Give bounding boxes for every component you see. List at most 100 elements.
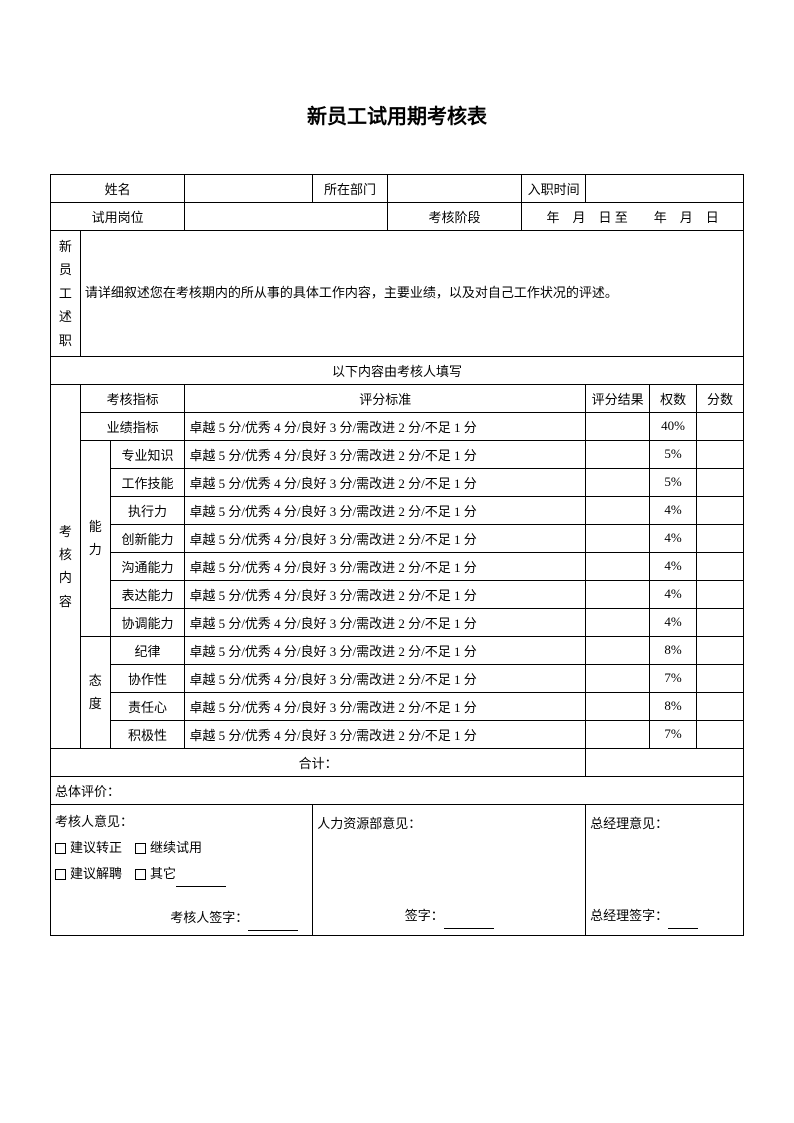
hdr-result: 评分结果 (586, 384, 650, 412)
name-field[interactable] (185, 175, 313, 203)
row-a3-name: 执行力 (110, 496, 185, 524)
row-a2-std: 卓越 5 分/优秀 4 分/良好 3 分/需改进 2 分/不足 1 分 (185, 468, 586, 496)
examiner-sign-label: 考核人签字： (170, 910, 248, 925)
other-line[interactable] (176, 873, 226, 887)
row-a1-weight: 5% (650, 440, 697, 468)
hdr-score: 分数 (697, 384, 744, 412)
row-t2-score[interactable] (697, 664, 744, 692)
row-a7-score[interactable] (697, 608, 744, 636)
checkbox-icon[interactable] (135, 869, 146, 880)
row-perf-std: 卓越 5 分/优秀 4 分/良好 3 分/需改进 2 分/不足 1 分 (185, 412, 586, 440)
hdr-criteria: 评分标准 (185, 384, 586, 412)
checkbox-icon[interactable] (55, 869, 66, 880)
row-a5-score[interactable] (697, 552, 744, 580)
join-field[interactable] (586, 175, 744, 203)
row-a5-result[interactable] (586, 552, 650, 580)
row-t2-result[interactable] (586, 664, 650, 692)
examiner-opinion-label: 考核人意见： (55, 809, 308, 835)
page-title: 新员工试用期考核表 (50, 100, 744, 129)
row-t2-std: 卓越 5 分/优秀 4 分/良好 3 分/需改进 2 分/不足 1 分 (185, 664, 586, 692)
row-t1-std: 卓越 5 分/优秀 4 分/良好 3 分/需改进 2 分/不足 1 分 (185, 636, 586, 664)
ability-side: 能力 (80, 440, 110, 636)
total-label: 合计： (51, 748, 586, 776)
row-a5-weight: 4% (650, 552, 697, 580)
row-t2-name: 协作性 (110, 664, 185, 692)
row-a2-score[interactable] (697, 468, 744, 496)
row-a3-result[interactable] (586, 496, 650, 524)
gm-opinion-label: 总经理意见： (590, 811, 739, 837)
hr-opinion-label: 人力资源部意见： (317, 811, 581, 837)
gm-opinion[interactable]: 总经理意见： 总经理签字： (586, 804, 744, 935)
narrative-side-label: 新员工述职 (59, 239, 72, 348)
row-a6-result[interactable] (586, 580, 650, 608)
row-perf-weight: 40% (650, 412, 697, 440)
row-a7-weight: 4% (650, 608, 697, 636)
opt3: 建议解聘 (70, 866, 122, 881)
row-a7-result[interactable] (586, 608, 650, 636)
row-t2-weight: 7% (650, 664, 697, 692)
content-side: 考核内容 (51, 384, 81, 748)
ability-label: 能力 (89, 519, 102, 557)
row-a4-name: 创新能力 (110, 524, 185, 552)
hr-sign-label: 签字： (405, 908, 444, 923)
row-a6-score[interactable] (697, 580, 744, 608)
dept-field[interactable] (387, 175, 521, 203)
total-value[interactable] (586, 748, 744, 776)
row-t3-name: 责任心 (110, 692, 185, 720)
row-t3-std: 卓越 5 分/优秀 4 分/良好 3 分/需改进 2 分/不足 1 分 (185, 692, 586, 720)
row-a5-name: 沟通能力 (110, 552, 185, 580)
row-a6-std: 卓越 5 分/优秀 4 分/良好 3 分/需改进 2 分/不足 1 分 (185, 580, 586, 608)
phase-field[interactable]: 年 月 日 至 年 月 日 (522, 203, 744, 231)
evaluation-table: 姓名 所在部门 入职时间 试用岗位 考核阶段 年 月 日 至 年 月 日 新员工… (50, 174, 744, 936)
row-t1-name: 纪律 (110, 636, 185, 664)
row-t4-score[interactable] (697, 720, 744, 748)
row-a2-result[interactable] (586, 468, 650, 496)
row-a7-std: 卓越 5 分/优秀 4 分/良好 3 分/需改进 2 分/不足 1 分 (185, 608, 586, 636)
hdr-metric: 考核指标 (80, 384, 184, 412)
attitude-label: 态度 (89, 673, 102, 711)
name-label: 姓名 (51, 175, 185, 203)
row-a6-name: 表达能力 (110, 580, 185, 608)
hr-opinion[interactable]: 人力资源部意见： 签字： (313, 804, 586, 935)
content-side-label: 考核内容 (59, 524, 72, 609)
gm-sign-line[interactable] (668, 915, 698, 929)
attitude-side: 态度 (80, 636, 110, 748)
row-t3-result[interactable] (586, 692, 650, 720)
row-t1-score[interactable] (697, 636, 744, 664)
row-t1-result[interactable] (586, 636, 650, 664)
row-t4-std: 卓越 5 分/优秀 4 分/良好 3 分/需改进 2 分/不足 1 分 (185, 720, 586, 748)
row-a3-weight: 4% (650, 496, 697, 524)
post-field[interactable] (185, 203, 388, 231)
row-a4-weight: 4% (650, 524, 697, 552)
overall-label: 总体评价： (55, 784, 120, 799)
row-t4-name: 积极性 (110, 720, 185, 748)
post-label: 试用岗位 (51, 203, 185, 231)
gm-sign-label: 总经理签字： (590, 908, 668, 923)
row-a4-score[interactable] (697, 524, 744, 552)
overall-eval[interactable]: 总体评价： (51, 776, 744, 804)
row-a4-result[interactable] (586, 524, 650, 552)
checkbox-icon[interactable] (55, 843, 66, 854)
join-label: 入职时间 (522, 175, 586, 203)
row-t1-weight: 8% (650, 636, 697, 664)
row-a1-name: 专业知识 (110, 440, 185, 468)
narrative-prompt[interactable]: 请详细叙述您在考核期内的所从事的具体工作内容，主要业绩，以及对自己工作状况的评述… (80, 231, 743, 357)
row-t3-score[interactable] (697, 692, 744, 720)
row-a5-std: 卓越 5 分/优秀 4 分/良好 3 分/需改进 2 分/不足 1 分 (185, 552, 586, 580)
checkbox-icon[interactable] (135, 843, 146, 854)
row-a6-weight: 4% (650, 580, 697, 608)
examiner-sign-line[interactable] (248, 917, 298, 931)
opt2: 继续试用 (150, 840, 202, 855)
row-a3-score[interactable] (697, 496, 744, 524)
row-a1-score[interactable] (697, 440, 744, 468)
row-perf-score[interactable] (697, 412, 744, 440)
opt1: 建议转正 (70, 840, 122, 855)
row-perf-name: 业绩指标 (80, 412, 184, 440)
hr-sign-line[interactable] (444, 915, 494, 929)
row-a7-name: 协调能力 (110, 608, 185, 636)
row-t3-weight: 8% (650, 692, 697, 720)
row-a1-result[interactable] (586, 440, 650, 468)
examiner-opinion[interactable]: 考核人意见： 建议转正 继续试用 建议解聘 其它 考核人签字： (51, 804, 313, 935)
row-t4-result[interactable] (586, 720, 650, 748)
row-perf-result[interactable] (586, 412, 650, 440)
